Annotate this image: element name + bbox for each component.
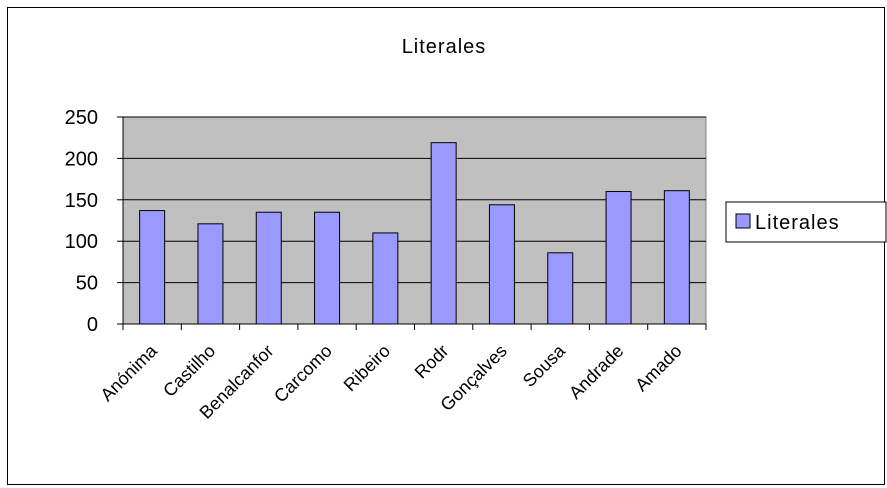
legend-label: Literales: [755, 212, 840, 234]
bar: [605, 191, 632, 325]
y-tick-label: 0: [87, 314, 98, 336]
bar: [430, 142, 457, 325]
bar: [255, 211, 282, 325]
legend-box: [725, 201, 887, 243]
bar: [139, 210, 166, 325]
x-tick-label: Rodr: [411, 341, 453, 383]
bar: [314, 211, 341, 325]
y-tick-label: 250: [65, 107, 98, 129]
chart-title: Literales: [402, 36, 487, 58]
legend-swatch: [735, 213, 751, 229]
x-tick-label: Andrade: [565, 341, 627, 403]
bar: [663, 190, 690, 325]
y-tick-label: 150: [65, 190, 98, 212]
x-tick-label: Castilho: [159, 341, 219, 401]
y-axis: 0 50 100 150 200 250: [65, 107, 124, 336]
x-tick-label: Carcomo: [270, 341, 336, 407]
x-axis: [122, 323, 707, 330]
x-tick-label: Sousa: [519, 340, 570, 391]
bars: [139, 142, 690, 325]
bar: [547, 252, 574, 325]
legend: Literales: [725, 201, 887, 243]
x-tick-label: Amado: [631, 341, 685, 395]
bar: [197, 223, 224, 325]
bar: [372, 232, 399, 325]
bar: [488, 204, 515, 325]
x-tick-label: Anónima: [97, 340, 162, 405]
x-tick-label: Ribeiro: [340, 341, 394, 395]
y-tick-label: 200: [65, 148, 98, 170]
y-tick-label: 100: [65, 231, 98, 253]
y-tick-label: 50: [76, 273, 98, 295]
